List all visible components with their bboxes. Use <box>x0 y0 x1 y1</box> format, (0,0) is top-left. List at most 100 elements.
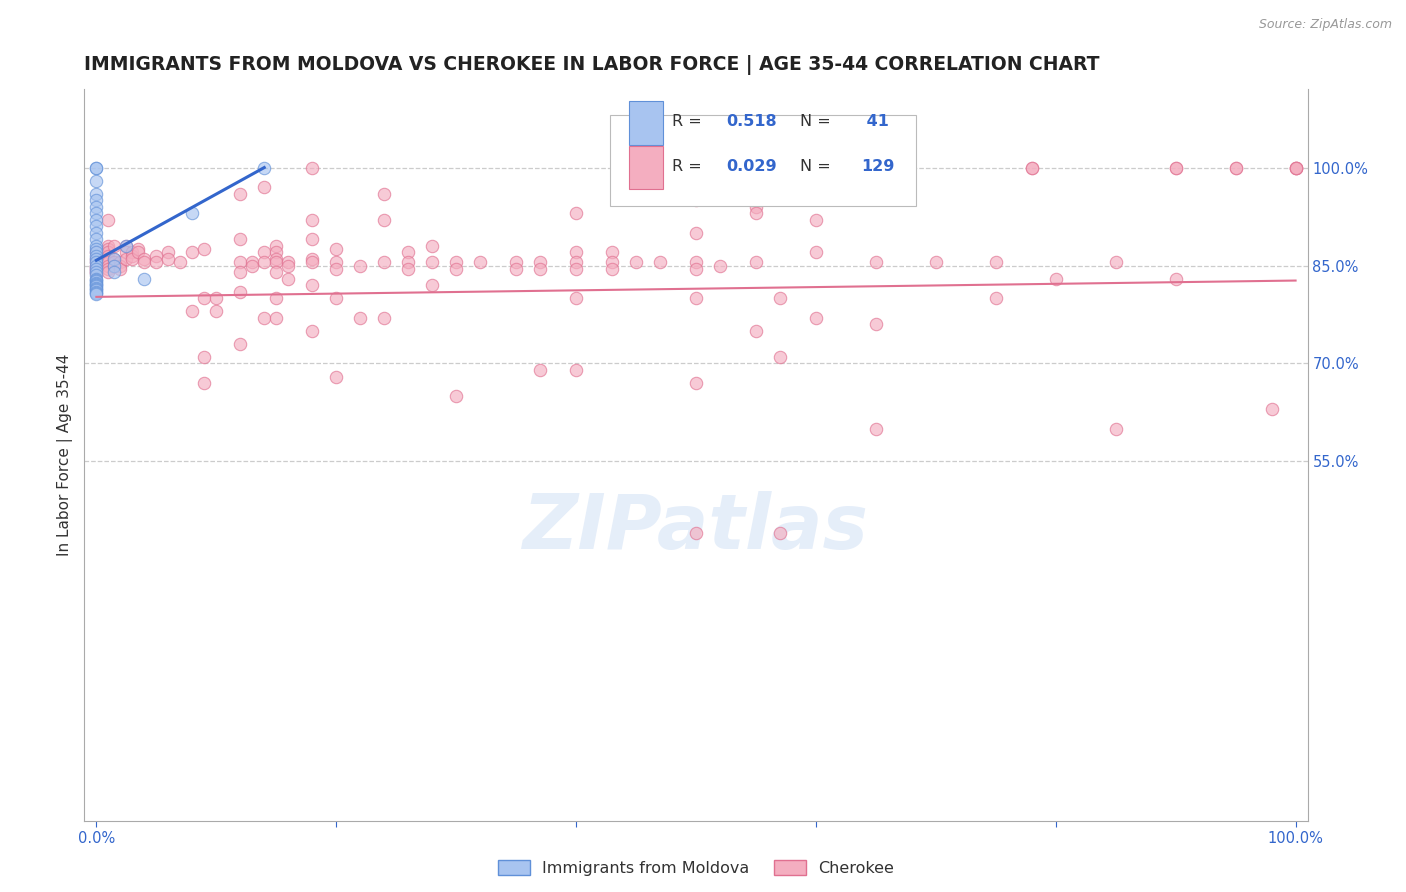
Point <box>1164 271 1187 285</box>
Text: 0.518: 0.518 <box>727 114 778 129</box>
Point <box>97 212 120 227</box>
Point <box>86 282 108 296</box>
Point <box>115 252 138 266</box>
Point <box>264 252 287 266</box>
Point <box>193 291 215 305</box>
Point <box>86 226 108 240</box>
Point <box>301 324 323 338</box>
Point <box>181 245 204 260</box>
Point <box>86 261 108 276</box>
Text: Source: ZipAtlas.com: Source: ZipAtlas.com <box>1258 18 1392 31</box>
Point <box>86 219 108 234</box>
Point <box>769 526 792 541</box>
Point <box>86 242 108 256</box>
Point <box>804 186 827 201</box>
Point <box>1164 161 1187 175</box>
Point <box>1284 161 1306 175</box>
Point <box>325 242 347 256</box>
Point <box>110 261 132 276</box>
Point <box>121 252 143 266</box>
Point <box>103 255 125 269</box>
Point <box>277 255 299 269</box>
Point <box>529 363 551 377</box>
Point <box>86 245 108 260</box>
Legend: Immigrants from Moldova, Cherokee: Immigrants from Moldova, Cherokee <box>491 854 901 882</box>
Point <box>86 200 108 214</box>
Point <box>769 291 792 305</box>
Point <box>1284 161 1306 175</box>
Point <box>685 291 707 305</box>
Point <box>865 318 887 332</box>
Point <box>121 249 143 263</box>
Point <box>373 310 395 325</box>
Text: 0.029: 0.029 <box>727 159 778 174</box>
Point <box>229 285 252 299</box>
Point <box>127 242 149 256</box>
Point <box>86 285 108 300</box>
Point <box>86 268 108 283</box>
Point <box>804 245 827 260</box>
Point <box>444 261 467 276</box>
Point <box>565 363 588 377</box>
Point <box>648 255 671 269</box>
Point <box>97 245 120 260</box>
Point <box>804 212 827 227</box>
Point <box>277 271 299 285</box>
Point <box>264 245 287 260</box>
Point <box>1021 161 1043 175</box>
Point <box>86 285 108 299</box>
Point <box>97 259 120 273</box>
Point <box>127 245 149 260</box>
Point <box>565 261 588 276</box>
Point <box>1164 161 1187 175</box>
Point <box>110 255 132 269</box>
Point <box>103 259 125 273</box>
Point <box>86 263 108 277</box>
Point <box>193 376 215 390</box>
Point <box>745 255 768 269</box>
Point <box>420 278 443 293</box>
Point <box>86 266 108 280</box>
Point <box>865 422 887 436</box>
Text: R =: R = <box>672 114 706 129</box>
Text: N =: N = <box>800 114 835 129</box>
Point <box>115 245 138 260</box>
Point <box>253 180 276 194</box>
Text: ZIPatlas: ZIPatlas <box>523 491 869 565</box>
Point <box>205 291 228 305</box>
Point <box>229 337 252 351</box>
Point <box>600 245 623 260</box>
Point <box>396 261 419 276</box>
Point <box>86 255 108 269</box>
Point <box>115 239 138 253</box>
Point <box>600 255 623 269</box>
Point <box>685 526 707 541</box>
Point <box>86 277 108 291</box>
Point <box>103 239 125 253</box>
FancyBboxPatch shape <box>628 145 664 189</box>
Point <box>505 255 527 269</box>
Point <box>97 242 120 256</box>
Point <box>373 212 395 227</box>
Point <box>865 255 887 269</box>
Point <box>86 278 108 293</box>
Point <box>685 226 707 240</box>
Point <box>86 276 108 290</box>
Point <box>181 206 204 220</box>
Point <box>1021 161 1043 175</box>
Point <box>103 252 125 266</box>
Point <box>529 261 551 276</box>
Point <box>205 304 228 318</box>
Point <box>1045 271 1067 285</box>
Point <box>86 265 108 279</box>
Point <box>86 259 108 273</box>
Point <box>373 255 395 269</box>
Point <box>1225 161 1247 175</box>
Point <box>97 252 120 266</box>
Point <box>86 212 108 227</box>
Point <box>925 255 948 269</box>
Point <box>181 304 204 318</box>
FancyBboxPatch shape <box>628 101 664 145</box>
Point <box>97 239 120 253</box>
Point <box>193 350 215 364</box>
